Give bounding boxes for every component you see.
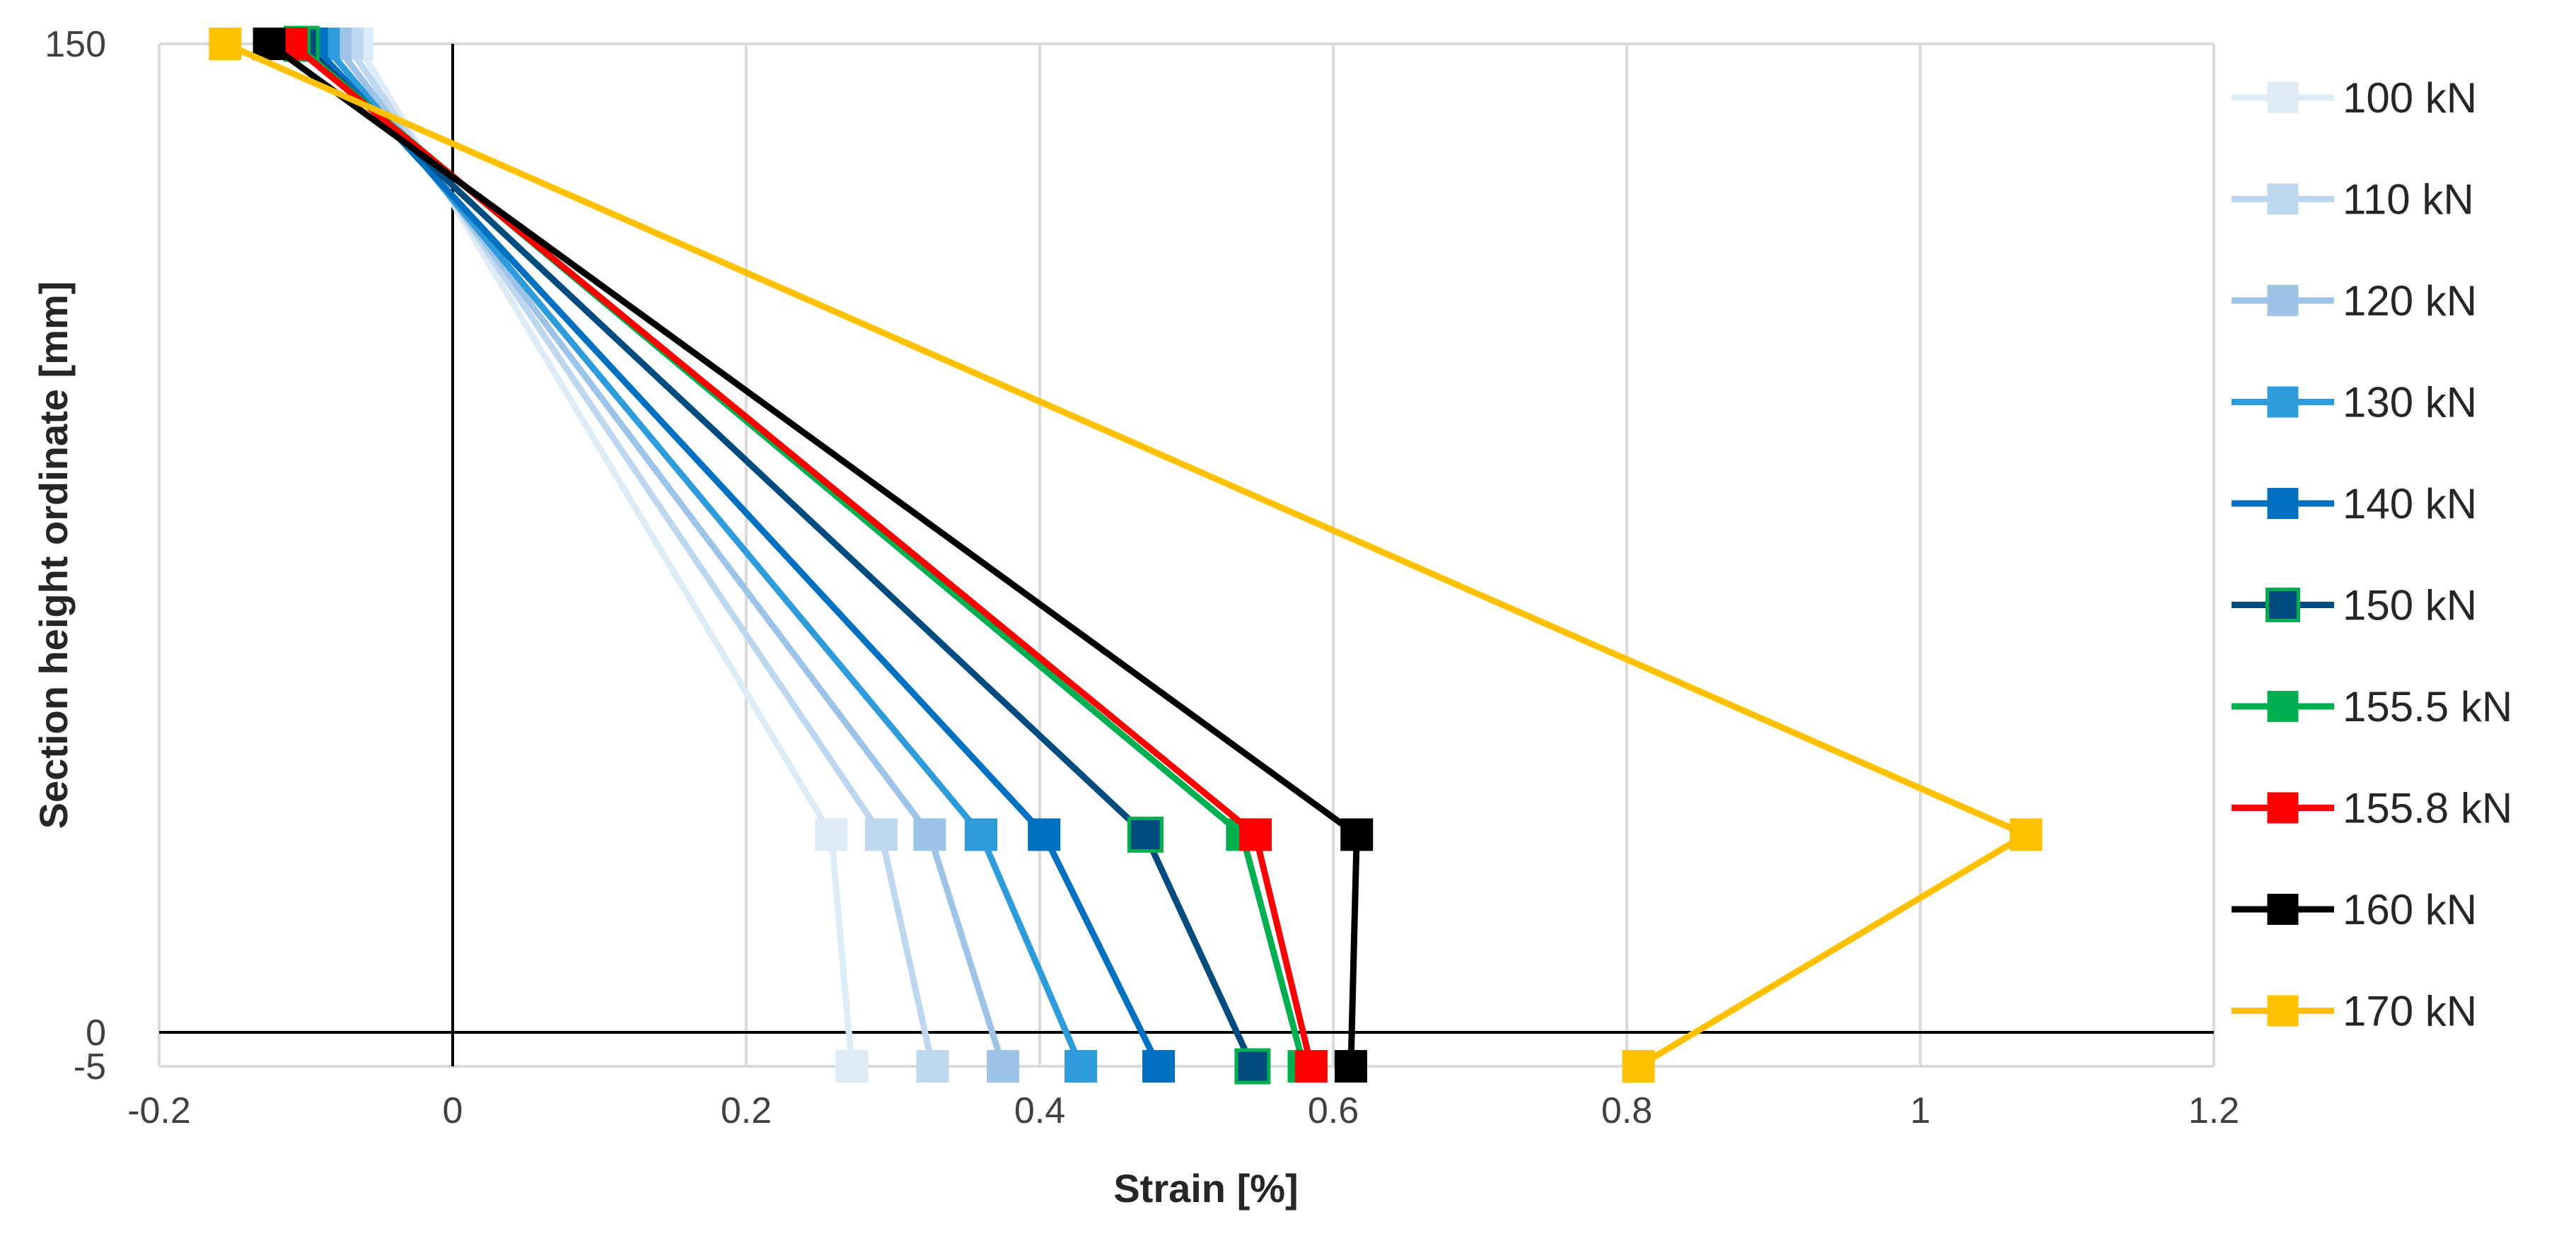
- data-point: [987, 1050, 1020, 1083]
- data-point: [1127, 816, 1164, 853]
- data-point: [2009, 818, 2043, 851]
- legend: 100 kN 110 kN 120 kN 130 kN 140 kN 150 kN 155.…: [2232, 74, 2512, 1035]
- y-tick-label: -5: [74, 1046, 106, 1088]
- series-line: [224, 40, 2029, 1069]
- legend-label: 140 kN: [2343, 480, 2477, 527]
- legend-marker: [2267, 285, 2299, 316]
- data-point: [1142, 1050, 1176, 1083]
- legend-marker: [2267, 488, 2299, 519]
- series-160-kn: [253, 28, 1374, 1083]
- legend-marker: [2267, 183, 2299, 215]
- legend-entry: 140 kN: [2232, 480, 2477, 527]
- legend-entry: 160 kN: [2232, 886, 2477, 933]
- legend-label: 160 kN: [2343, 886, 2477, 933]
- series-line: [289, 41, 1315, 1068]
- legend-entry: 100 kN: [2232, 74, 2477, 122]
- legend-label: 100 kN: [2343, 74, 2477, 122]
- data-point: [1334, 1050, 1367, 1083]
- series-line: [309, 41, 1162, 1068]
- data-point: [913, 818, 946, 851]
- x-tick-label: 1.2: [2188, 1090, 2239, 1131]
- series-line: [299, 41, 1255, 1068]
- data-point: [1622, 1050, 1655, 1083]
- legend-marker: [2267, 691, 2299, 722]
- series-line: [267, 41, 1360, 1067]
- series-group: [209, 25, 2043, 1085]
- x-tick-label: 0.6: [1308, 1090, 1359, 1131]
- legend-entry: 110 kN: [2232, 176, 2474, 223]
- x-tick-label: -0.2: [127, 1090, 191, 1131]
- series-line: [354, 42, 855, 1067]
- y-axis-title: Section height ordinate [mm]: [31, 281, 76, 829]
- series-170-kn: [209, 28, 2043, 1083]
- data-point: [815, 818, 848, 851]
- series-130-kn: [307, 28, 1098, 1083]
- legend-marker: [2265, 588, 2300, 622]
- legend-marker: [2267, 995, 2299, 1027]
- data-point: [965, 818, 997, 851]
- legend-label: 155.5 kN: [2343, 683, 2512, 730]
- x-tick-label: 0: [443, 1090, 463, 1131]
- legend-label: 155.8 kN: [2343, 785, 2512, 832]
- legend-entry: 155.5 kN: [2232, 683, 2512, 730]
- y-tick-labels: 150 0-5: [45, 24, 106, 1088]
- legend-entry: 170 kN: [2232, 988, 2477, 1035]
- legend-label: 120 kN: [2343, 277, 2477, 325]
- data-point: [209, 28, 242, 60]
- data-point: [1028, 818, 1061, 851]
- legend-marker: [2267, 894, 2299, 925]
- series-155-5-kn: [277, 28, 1321, 1083]
- legend-marker: [2267, 82, 2299, 113]
- legend-entry: 120 kN: [2232, 277, 2477, 325]
- x-tick-label: 0.4: [1014, 1090, 1065, 1131]
- series-150-kn: [283, 25, 1271, 1085]
- data-point: [1234, 1048, 1271, 1085]
- data-point: [864, 818, 898, 851]
- data-point: [835, 1050, 869, 1083]
- data-point: [253, 28, 286, 60]
- y-tick-label: 0: [86, 1013, 106, 1054]
- legend-entry: 150 kN: [2232, 582, 2477, 629]
- axes: [159, 42, 2214, 1068]
- y-tick-label: 150: [45, 24, 106, 65]
- series-155-8-kn: [274, 28, 1328, 1083]
- data-point: [1340, 818, 1374, 851]
- legend-marker: [2267, 386, 2299, 418]
- x-tick-label: 1: [1910, 1090, 1931, 1131]
- x-axis-title: Strain [%]: [1113, 1166, 1298, 1211]
- legend-entry: 130 kN: [2232, 379, 2477, 426]
- legend-marker: [2267, 792, 2299, 824]
- legend-label: 110 kN: [2343, 176, 2474, 223]
- series-110-kn: [330, 28, 949, 1083]
- legend-label: 130 kN: [2343, 379, 2477, 426]
- series-140-kn: [295, 28, 1176, 1083]
- x-tick-labels: -0.2 0 0.2 0.4 0.6 0.8 1 1.2: [127, 1090, 2239, 1131]
- legend-entry: 155.8 kN: [2232, 785, 2512, 832]
- data-point: [1064, 1050, 1098, 1083]
- legend-label: 150 kN: [2343, 582, 2477, 629]
- data-point: [1294, 1050, 1328, 1083]
- x-tick-label: 0.8: [1601, 1090, 1652, 1131]
- data-point: [916, 1050, 949, 1083]
- x-tick-label: 0.2: [721, 1090, 772, 1131]
- legend-label: 170 kN: [2343, 988, 2477, 1035]
- data-point: [1239, 818, 1272, 851]
